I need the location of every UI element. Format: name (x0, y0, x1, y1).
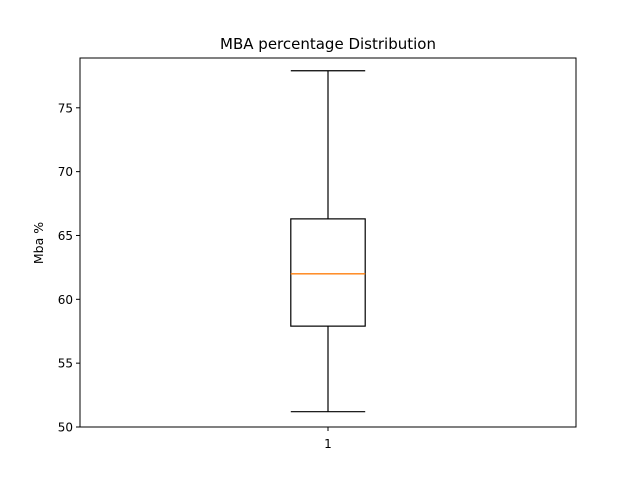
y-tick-label: 50 (58, 421, 73, 435)
y-tick-label: 60 (58, 293, 73, 307)
y-axis: 50 55 60 65 70 75 (58, 101, 80, 435)
box-plot-group (290, 70, 366, 413)
y-tick-label: 70 (58, 165, 73, 179)
y-tick-label: 75 (58, 101, 73, 115)
box-iqr (290, 218, 366, 327)
x-tick-label: 1 (324, 437, 332, 451)
x-axis: 1 (324, 427, 332, 451)
y-tick-label: 65 (58, 229, 73, 243)
y-tick-label: 55 (58, 357, 73, 371)
chart-title: MBA percentage Distribution (220, 35, 436, 53)
y-axis-label: Mba % (31, 222, 46, 264)
